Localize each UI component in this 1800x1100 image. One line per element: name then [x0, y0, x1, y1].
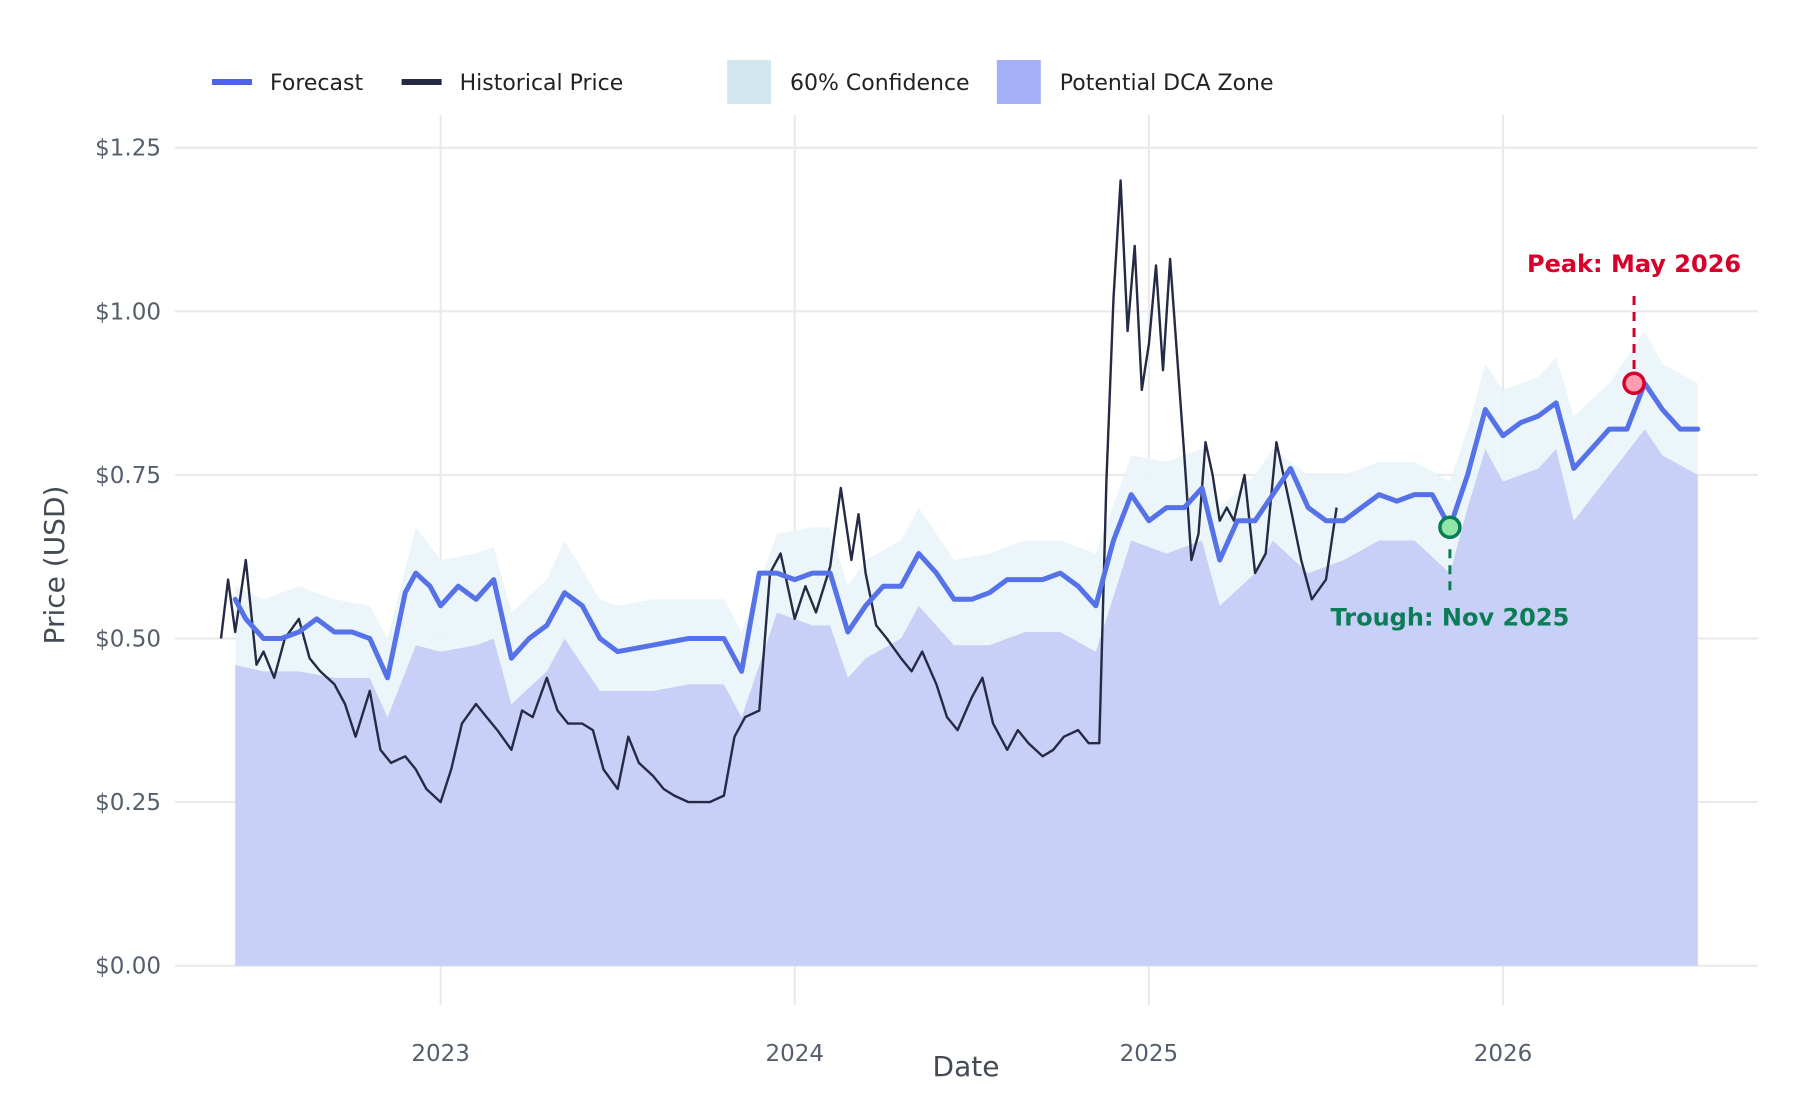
- confidence-band-area: [235, 331, 1698, 718]
- legend-label: Potential DCA Zone: [1060, 71, 1274, 96]
- x-tick-label: 2025: [1120, 1041, 1179, 1067]
- trough-label: Trough: Nov 2025: [1331, 603, 1570, 631]
- y-axis-title: Price (USD): [38, 486, 71, 645]
- legend-swatch-area: [727, 60, 771, 104]
- x-axis-title: Date: [933, 1050, 1000, 1083]
- y-tick-label: $0.00: [95, 954, 161, 980]
- legend-label: Forecast: [270, 71, 363, 96]
- x-tick-label: 2024: [765, 1041, 824, 1067]
- forecast-series: [232, 380, 1701, 681]
- confidence-band: [235, 331, 1698, 718]
- legend: Forecast Historical Price 60% Confidence Po…: [212, 60, 1274, 104]
- historical-series: [219, 179, 1338, 804]
- legend-swatch-area: [996, 60, 1041, 104]
- dca-zone-area: [235, 429, 1698, 966]
- forecast-line: [232, 380, 1701, 681]
- historical-price-line: [219, 179, 1338, 804]
- y-tick-label: $1.00: [95, 299, 161, 325]
- legend-label: Historical Price: [460, 71, 624, 96]
- x-tick-label: 2023: [411, 1041, 470, 1067]
- dca-zone: [235, 429, 1698, 966]
- trough-marker: [1438, 515, 1462, 540]
- y-tick-label: $0.75: [95, 463, 161, 489]
- y-tick-label: $0.25: [95, 790, 161, 816]
- legend-label: 60% Confidence: [790, 71, 970, 96]
- annotations: Peak: May 2026 Trough: Nov 2025: [1331, 250, 1742, 631]
- peak-marker: [1622, 371, 1646, 396]
- x-tick-label: 2026: [1474, 1041, 1533, 1067]
- peak-label: Peak: May 2026: [1527, 250, 1741, 278]
- y-tick-label: $1.25: [95, 136, 161, 162]
- axes: $0.00 $0.25 $0.50 $0.75 $1.00 $1.25 2023 2024 20…: [95, 136, 1532, 1067]
- y-tick-label: $0.50: [95, 627, 161, 653]
